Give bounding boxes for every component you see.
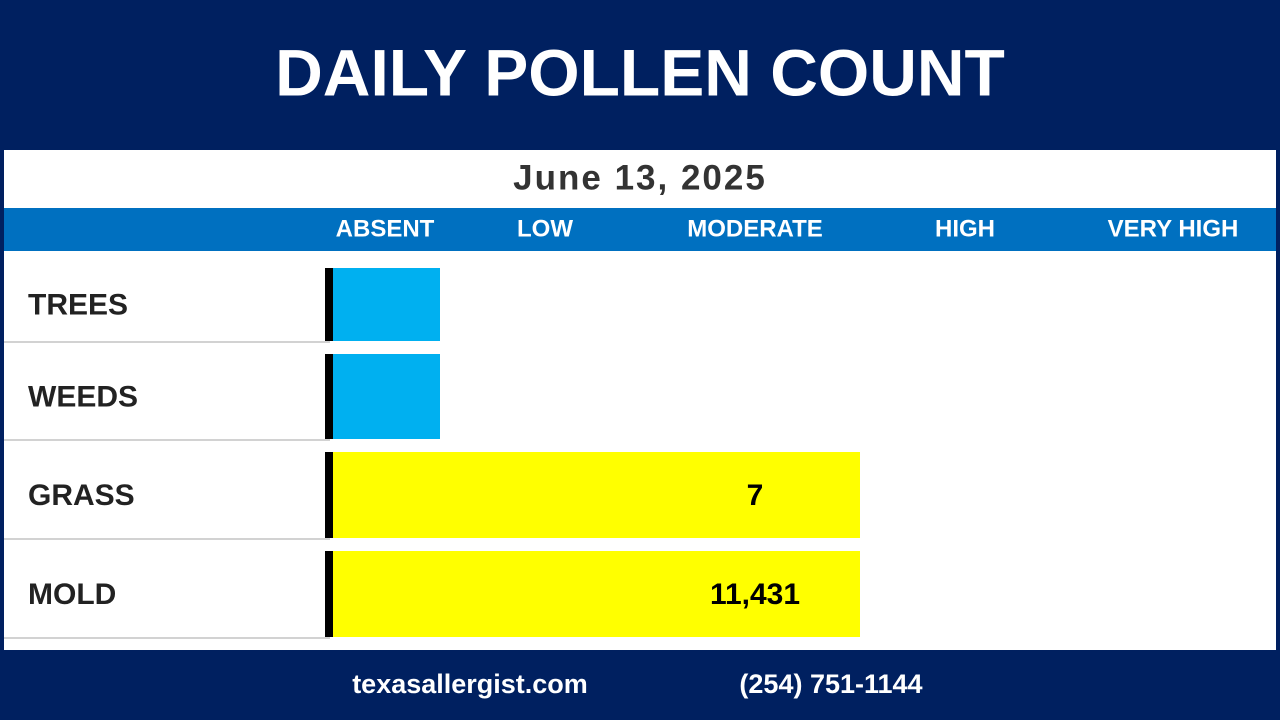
row-label: MOLD <box>28 578 116 611</box>
level-label: HIGH <box>935 215 995 242</box>
row-label: GRASS <box>28 479 135 512</box>
level-label: VERY HIGH <box>1108 215 1239 242</box>
bar-edge <box>325 452 333 538</box>
bar-edge <box>325 268 333 341</box>
row-label: WEEDS <box>28 380 138 413</box>
level-bar <box>333 268 440 341</box>
count-label: 7 <box>747 479 764 512</box>
level-bar <box>333 551 860 637</box>
level-label: ABSENT <box>336 215 435 242</box>
website: texasallergist.com <box>352 669 588 699</box>
row-label: TREES <box>28 288 128 321</box>
phone: (254) 751-1144 <box>739 669 922 699</box>
level-label: LOW <box>517 215 573 242</box>
level-header <box>4 208 1276 251</box>
bar-edge <box>325 354 333 439</box>
count-label: 11,431 <box>710 578 800 611</box>
level-bar <box>333 354 440 439</box>
title: DAILY POLLEN COUNT <box>275 35 1005 109</box>
date: June 13, 2025 <box>513 158 767 197</box>
level-label: MODERATE <box>687 215 823 242</box>
bar-edge <box>325 551 333 637</box>
level-bar <box>333 452 860 538</box>
